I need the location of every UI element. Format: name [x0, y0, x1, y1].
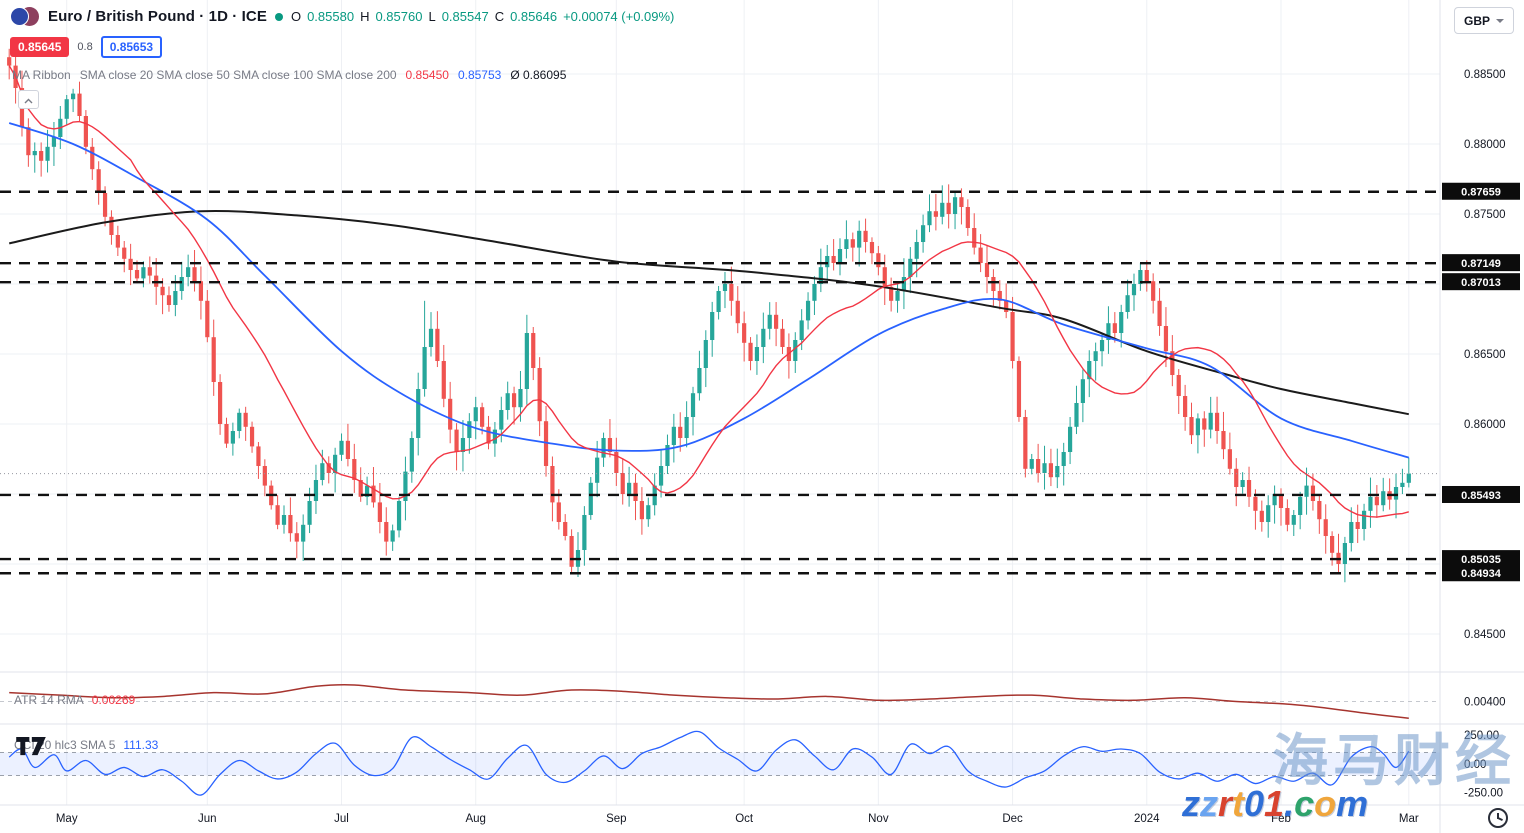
ohlc-close-label: C	[494, 9, 505, 24]
chevron-up-icon	[24, 91, 33, 109]
sma-slow-line	[8, 209, 1409, 416]
indicator-lines	[8, 683, 1410, 796]
ohlc-change-value: +0.00074 (+0.09%)	[563, 9, 675, 24]
svg-text:2024: 2024	[1134, 813, 1160, 825]
ohlc-low-label: L	[428, 9, 436, 24]
svg-text:0.84934: 0.84934	[1461, 568, 1502, 580]
atr-legend[interactable]: ATR 14 RMA 0.00269	[14, 693, 135, 707]
candles-layer	[7, 48, 1411, 583]
ohlc-close-value: 0.85646	[510, 9, 558, 24]
key-levels	[0, 190, 1440, 575]
atr-line	[9, 683, 1409, 720]
atr-value: 0.00269	[91, 693, 136, 707]
svg-text:0.85493: 0.85493	[1461, 490, 1501, 502]
svg-text:Mar: Mar	[1399, 813, 1419, 825]
sma-mid-line	[8, 122, 1410, 459]
svg-text:0.00400: 0.00400	[1464, 697, 1506, 709]
svg-text:0.87500: 0.87500	[1464, 209, 1506, 221]
ohlc-readout: O 0.85580 H 0.85760 L 0.85547 C 0.85646 +0.0…	[291, 9, 674, 24]
moving-averages	[8, 65, 1410, 518]
svg-text:Jul: Jul	[334, 813, 349, 825]
ma-fast-value: 0.85450	[405, 68, 449, 82]
svg-text:0.00: 0.00	[1464, 759, 1486, 771]
symbol-header: Euro / British Pound · 1D · ICE O 0.85580…	[10, 7, 674, 26]
svg-text:0.88000: 0.88000	[1464, 139, 1506, 151]
legend-collapse-button[interactable]	[18, 90, 39, 109]
svg-text:Aug: Aug	[465, 813, 485, 825]
svg-text:Jun: Jun	[198, 813, 217, 825]
spread-value: 0.8	[77, 41, 93, 53]
price-axis[interactable]	[1440, 0, 1524, 805]
cci-value: 111.33	[123, 738, 159, 752]
svg-text:Dec: Dec	[1002, 813, 1023, 825]
ohlc-high-value: 0.85760	[375, 9, 423, 24]
svg-text:Oct: Oct	[735, 813, 754, 825]
svg-text:0.87659: 0.87659	[1461, 187, 1501, 199]
atr-label: ATR 14 RMA	[14, 693, 84, 707]
ma-ribbon-params: SMA close 20 SMA close 50 SMA close 100 …	[79, 68, 397, 82]
svg-text:-250.00: -250.00	[1464, 788, 1503, 800]
price-axis-labels: 0.88500 0.88000 0.87500 0.86500 0.86000 0.845…	[1464, 69, 1506, 800]
svg-text:250.00: 250.00	[1464, 730, 1499, 742]
svg-text:0.85035: 0.85035	[1461, 554, 1501, 566]
ma-ribbon-legend[interactable]: MA Ribbon SMA close 20 SMA close 50 SMA …	[12, 68, 566, 82]
symbol-title[interactable]: Euro / British Pound · 1D · ICE	[48, 8, 267, 25]
svg-text:0.87013: 0.87013	[1461, 277, 1501, 289]
ohlc-high-label: H	[360, 9, 370, 24]
symbol-pair-logo-icon	[10, 7, 40, 26]
chevron-down-icon	[1496, 18, 1504, 23]
buy-price-button[interactable]: 0.85653	[100, 36, 163, 58]
level-badges: 0.87659 0.87149 0.87013 0.85493 0.85035 0.849…	[1442, 182, 1520, 582]
svg-text:Feb: Feb	[1271, 813, 1291, 825]
svg-text:0.86500: 0.86500	[1464, 349, 1506, 361]
month-labels: May Jun Jul Aug Sep Oct Nov Dec 2024 Feb Mar	[56, 813, 1419, 825]
svg-text:Nov: Nov	[868, 813, 889, 825]
bid-ask-row: 0.85645 0.8 0.85653	[10, 36, 163, 58]
sell-price-button[interactable]: 0.85645	[10, 37, 70, 57]
svg-text:0.84500: 0.84500	[1464, 629, 1506, 641]
svg-text:0.87149: 0.87149	[1461, 258, 1501, 270]
sma-fast-line	[8, 65, 1409, 518]
svg-text:0.88500: 0.88500	[1464, 69, 1506, 81]
cci-line	[8, 730, 1410, 796]
clock-icon[interactable]	[1488, 808, 1508, 828]
market-status-icon	[274, 12, 283, 21]
ma-mid-value: 0.85753	[457, 68, 502, 82]
currency-selector-button[interactable]: GBP	[1453, 7, 1514, 34]
ohlc-low-value: 0.85547	[441, 9, 489, 24]
ohlc-open-label: O	[290, 9, 302, 24]
currency-selector-label: GBP	[1463, 13, 1490, 28]
svg-text:Sep: Sep	[606, 813, 626, 825]
time-axis[interactable]	[0, 805, 1524, 833]
svg-text:May: May	[56, 813, 78, 825]
ma-average-value: Ø 0.86095	[510, 68, 567, 82]
ma-ribbon-name: MA Ribbon	[12, 68, 71, 82]
tradingview-logo[interactable]	[16, 737, 46, 765]
svg-text:0.86000: 0.86000	[1464, 419, 1506, 431]
ohlc-open-value: 0.85580	[307, 9, 355, 24]
